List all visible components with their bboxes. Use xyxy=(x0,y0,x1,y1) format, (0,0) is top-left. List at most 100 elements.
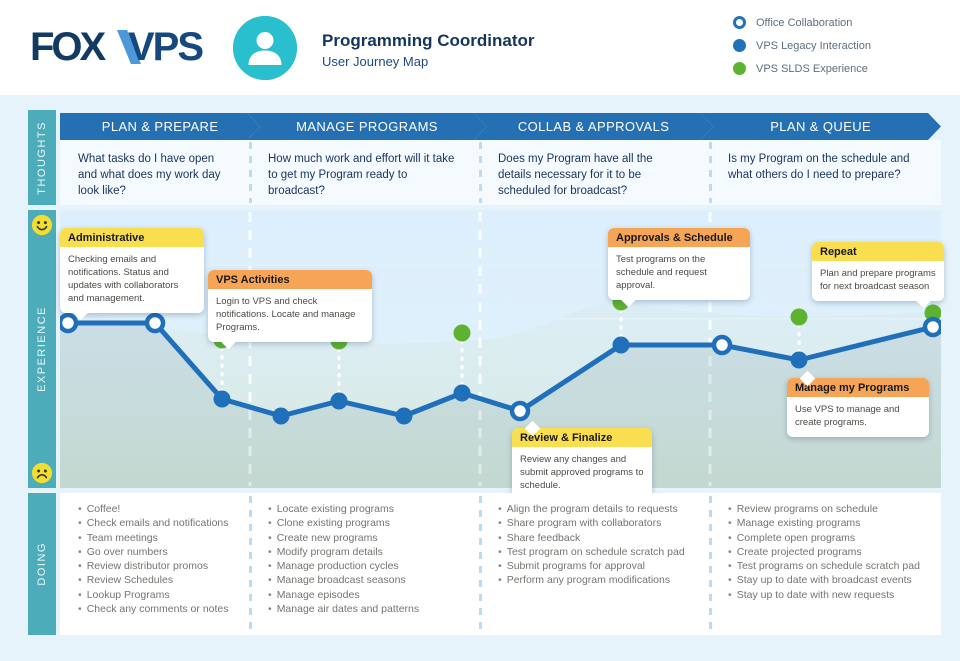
legend-item-legacy: VPS Legacy Interaction xyxy=(733,39,871,52)
phase-header-4: PLAN & QUEUE xyxy=(700,113,941,140)
column-divider xyxy=(479,496,482,632)
doing-item: Create new programs xyxy=(268,531,472,545)
thought-3: Does my Program have all the details nec… xyxy=(498,153,653,197)
column-divider xyxy=(249,496,252,632)
callout-body-text: Use VPS to manage and create programs. xyxy=(795,404,900,428)
callout-1: Administrative Checking emails and notifi… xyxy=(60,228,204,313)
doing-row: Coffee!Check emails and notificationsTea… xyxy=(60,493,941,635)
rail-experience-label: EXPERIENCE xyxy=(36,306,48,392)
doing-cell-2: Locate existing programsClone existing p… xyxy=(250,493,480,635)
journey-line xyxy=(65,320,936,419)
callout-title: Manage my Programs xyxy=(787,378,929,397)
persona-avatar xyxy=(233,16,297,80)
legacy-point xyxy=(330,392,348,410)
office-point xyxy=(144,312,166,334)
phase-header-3: COLLAB & APPROVALS xyxy=(474,113,714,140)
doing-item: Review distributor promos xyxy=(78,559,242,573)
legacy-point xyxy=(453,384,471,402)
legacy-dot-icon xyxy=(733,39,746,52)
callout-4: Repeat Plan and prepare programs for next… xyxy=(812,242,944,301)
doing-item: Team meetings xyxy=(78,531,242,545)
happy-face-icon xyxy=(31,214,53,236)
slds-point xyxy=(453,324,471,342)
legacy-point xyxy=(213,390,231,408)
callout-3: Approvals & Schedule Test programs on the… xyxy=(608,228,750,300)
thought-4: Is my Program on the schedule and what o… xyxy=(728,153,910,181)
callout-title: Repeat xyxy=(812,242,944,261)
doing-item: Submit programs for approval xyxy=(498,559,702,573)
doing-item: Perform any program modifications xyxy=(498,573,702,587)
doing-item: Share program with collaborators xyxy=(498,516,702,530)
office-point xyxy=(60,312,79,334)
doing-item: Manage production cycles xyxy=(268,559,472,573)
page-title: Programming Coordinator xyxy=(322,31,535,50)
doing-item: Stay up to date with new requests xyxy=(728,588,933,602)
callout-title: Administrative xyxy=(60,228,204,247)
legend-item-slds: VPS SLDS Experience xyxy=(733,62,871,75)
phase-header-1: PLAN & PREPARE xyxy=(60,113,260,140)
phase-header-2: MANAGE PROGRAMS xyxy=(247,113,487,140)
legacy-point xyxy=(790,351,808,369)
legend-label: VPS SLDS Experience xyxy=(756,62,868,75)
doing-list-4: Review programs on scheduleManage existi… xyxy=(710,493,941,602)
callout-body-text: Test programs on the schedule and reques… xyxy=(616,254,707,291)
doing-item: Test program on schedule scratch pad xyxy=(498,545,702,559)
callout-body-text: Plan and prepare programs for next broad… xyxy=(820,268,936,292)
doing-list-3: Align the program details to requestsSha… xyxy=(480,493,710,588)
callout-body-text: Login to VPS and check notifications. Lo… xyxy=(216,296,356,333)
doing-cell-3: Align the program details to requestsSha… xyxy=(480,493,710,635)
thought-2: How much work and effort will it take to… xyxy=(268,153,455,197)
thoughts-row: What tasks do I have open and what does … xyxy=(60,140,941,205)
doing-item: Coffee! xyxy=(78,502,242,516)
doing-item: Align the program details to requests xyxy=(498,502,702,516)
thought-1: What tasks do I have open and what does … xyxy=(78,153,221,197)
header-bar: FOX VPS Programming Coordinator User Jou… xyxy=(0,0,960,95)
callout-6: Manage my Programs Use VPS to manage and … xyxy=(787,378,929,437)
person-icon xyxy=(233,16,297,80)
legend-label: Office Collaboration xyxy=(756,16,853,29)
office-point xyxy=(922,316,941,338)
page-subtitle: User Journey Map xyxy=(322,54,429,69)
doing-item: Clone existing programs xyxy=(268,516,472,530)
legacy-point xyxy=(612,336,630,354)
doing-cell-1: Coffee!Check emails and notificationsTea… xyxy=(60,493,250,635)
doing-item: Manage existing programs xyxy=(728,516,933,530)
legend: Office Collaboration VPS Legacy Interacti… xyxy=(733,16,871,75)
doing-item: Complete open programs xyxy=(728,531,933,545)
doing-item: Locate existing programs xyxy=(268,502,472,516)
fox-logo: FOX xyxy=(30,25,106,69)
slds-dot-icon xyxy=(733,62,746,75)
doing-list-1: Coffee!Check emails and notificationsTea… xyxy=(60,493,250,616)
doing-item: Create projected programs xyxy=(728,545,933,559)
callout-title: VPS Activities xyxy=(208,270,372,289)
office-point xyxy=(509,400,531,422)
vps-logo: VPS xyxy=(128,25,204,69)
doing-item: Check emails and notifications xyxy=(78,516,242,530)
column-divider xyxy=(249,142,252,203)
rail-doing-label: DOING xyxy=(36,542,48,586)
doing-item: Review Schedules xyxy=(78,573,242,587)
phase-headers: PLAN & PREPARE MANAGE PROGRAMS COLLAB & AP… xyxy=(60,113,941,140)
doing-list-2: Locate existing programsClone existing p… xyxy=(250,493,480,616)
legacy-point xyxy=(395,407,413,425)
doing-item: Go over numbers xyxy=(78,545,242,559)
column-divider xyxy=(709,142,712,203)
legend-item-office: Office Collaboration xyxy=(733,16,871,29)
callout-5: Review & Finalize Review any changes and … xyxy=(512,428,652,500)
doing-item: Manage broadcast seasons xyxy=(268,573,472,587)
doing-item: Modify program details xyxy=(268,545,472,559)
doing-item: Review programs on schedule xyxy=(728,502,933,516)
office-dot-icon xyxy=(733,16,746,29)
doing-item: Stay up to date with broadcast events xyxy=(728,573,933,587)
callout-title: Approvals & Schedule xyxy=(608,228,750,247)
rail-doing: DOING xyxy=(28,493,56,635)
callout-2: VPS Activities Login to VPS and check not… xyxy=(208,270,372,342)
rail-thoughts-label: THOUGHTS xyxy=(36,120,48,195)
rail-thoughts: THOUGHTS xyxy=(28,110,56,205)
legacy-point xyxy=(272,407,290,425)
office-point xyxy=(711,334,733,356)
doing-item: Share feedback xyxy=(498,531,702,545)
doing-item: Test programs on schedule scratch pad xyxy=(728,559,933,573)
column-divider xyxy=(709,496,712,632)
doing-item: Lookup Programs xyxy=(78,588,242,602)
